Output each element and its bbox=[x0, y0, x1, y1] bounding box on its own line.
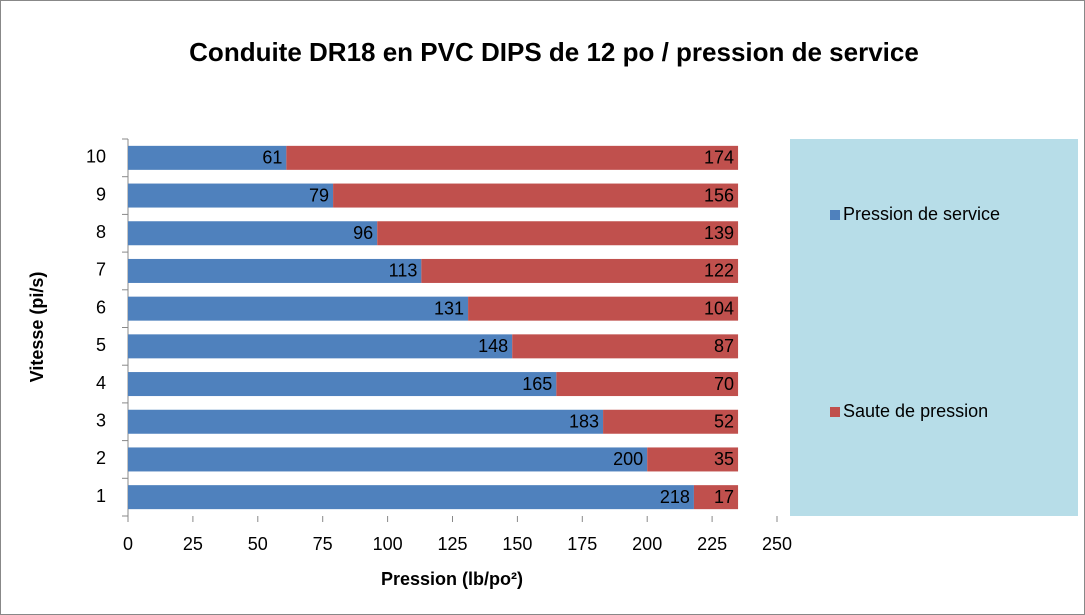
data-label: 165 bbox=[522, 374, 552, 394]
y-tick-label: 5 bbox=[96, 335, 106, 355]
bar-segment bbox=[128, 258, 422, 283]
data-label: 79 bbox=[309, 185, 329, 205]
data-label: 148 bbox=[478, 336, 508, 356]
data-label: 61 bbox=[262, 148, 282, 168]
data-label: 218 bbox=[660, 487, 690, 507]
bar-segment bbox=[128, 296, 469, 321]
y-tick-label: 1 bbox=[96, 486, 106, 506]
x-tick-label: 125 bbox=[437, 534, 467, 554]
data-label: 122 bbox=[704, 261, 734, 281]
legend-swatch bbox=[830, 210, 840, 220]
bar-segment bbox=[647, 447, 739, 472]
x-tick-label: 225 bbox=[697, 534, 727, 554]
data-label: 139 bbox=[704, 223, 734, 243]
y-axis-label: Vitesse (pi/s) bbox=[27, 272, 47, 383]
y-tick-label: 6 bbox=[96, 297, 106, 317]
y-tick-label: 8 bbox=[96, 222, 106, 242]
x-tick-label: 200 bbox=[632, 534, 662, 554]
bar-segment bbox=[603, 409, 739, 434]
chart-title: Conduite DR18 en PVC DIPS de 12 po / pre… bbox=[189, 37, 919, 67]
data-label: 52 bbox=[714, 412, 734, 432]
data-label: 113 bbox=[389, 261, 418, 281]
y-tick-label: 10 bbox=[86, 147, 106, 167]
data-label: 87 bbox=[714, 336, 734, 356]
x-tick-label: 150 bbox=[502, 534, 532, 554]
bar-segment bbox=[333, 183, 739, 208]
x-axis-label: Pression (lb/po²) bbox=[381, 569, 523, 589]
bar-segment bbox=[468, 296, 739, 321]
y-tick-label: 3 bbox=[96, 411, 106, 431]
bar-segment bbox=[421, 258, 739, 283]
data-label: 70 bbox=[714, 374, 734, 394]
y-tick-label: 7 bbox=[96, 260, 106, 280]
data-label: 200 bbox=[613, 449, 643, 469]
legend-box bbox=[790, 139, 1078, 516]
x-tick-label: 75 bbox=[313, 534, 333, 554]
bar-segment bbox=[128, 145, 287, 170]
data-label: 17 bbox=[714, 487, 734, 507]
data-label: 183 bbox=[569, 412, 599, 432]
bar-segment bbox=[128, 485, 694, 510]
bar-segment bbox=[377, 221, 739, 246]
bar-segment bbox=[556, 372, 739, 397]
x-tick-label: 250 bbox=[762, 534, 792, 554]
bar-segment bbox=[128, 372, 557, 397]
legend-label: Saute de pression bbox=[843, 401, 988, 421]
legend-label: Pression de service bbox=[843, 204, 1000, 224]
y-tick-label: 2 bbox=[96, 448, 106, 468]
x-tick-label: 0 bbox=[123, 534, 133, 554]
bar-segment bbox=[286, 145, 739, 170]
data-label: 104 bbox=[704, 298, 734, 318]
bar-segment bbox=[128, 334, 513, 359]
y-tick-label: 9 bbox=[96, 184, 106, 204]
bar-segment bbox=[512, 334, 739, 359]
legend-swatch bbox=[830, 407, 840, 417]
bar-segment bbox=[693, 485, 739, 510]
data-label: 131 bbox=[434, 298, 464, 318]
x-tick-label: 25 bbox=[183, 534, 203, 554]
data-label: 35 bbox=[714, 449, 734, 469]
bar-segment bbox=[128, 221, 378, 246]
y-tick-label: 4 bbox=[96, 373, 106, 393]
bar-segment bbox=[128, 447, 648, 472]
bar-segment bbox=[128, 409, 604, 434]
x-tick-label: 175 bbox=[567, 534, 597, 554]
data-label: 96 bbox=[353, 223, 373, 243]
x-tick-label: 100 bbox=[373, 534, 403, 554]
x-tick-label: 50 bbox=[248, 534, 268, 554]
bar-segment bbox=[128, 183, 334, 208]
data-label: 174 bbox=[704, 148, 734, 168]
data-label: 156 bbox=[704, 185, 734, 205]
